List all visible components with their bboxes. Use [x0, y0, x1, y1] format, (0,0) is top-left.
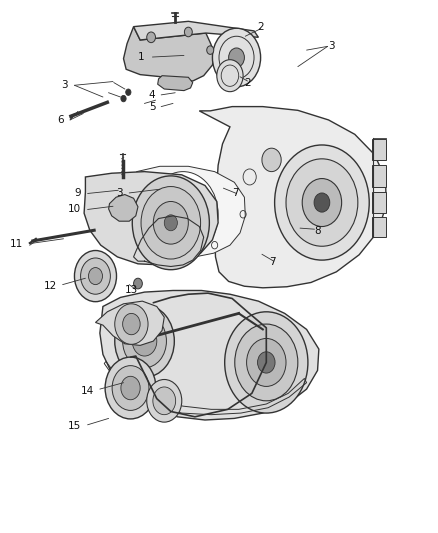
Text: 13: 13: [125, 286, 138, 295]
Circle shape: [123, 314, 166, 368]
Circle shape: [88, 268, 102, 285]
Circle shape: [121, 376, 140, 400]
Circle shape: [286, 159, 358, 246]
Polygon shape: [84, 172, 218, 265]
Circle shape: [141, 187, 201, 259]
Circle shape: [153, 387, 176, 415]
Text: 6: 6: [57, 115, 64, 125]
Circle shape: [217, 60, 243, 92]
Circle shape: [134, 278, 142, 289]
Text: 7: 7: [232, 189, 239, 198]
Circle shape: [314, 193, 330, 212]
Bar: [372, 217, 386, 237]
Text: 8: 8: [314, 226, 321, 236]
Circle shape: [105, 357, 156, 419]
Circle shape: [126, 89, 131, 95]
Circle shape: [153, 201, 188, 244]
Polygon shape: [199, 107, 386, 288]
Polygon shape: [124, 27, 215, 81]
Circle shape: [147, 379, 182, 422]
Polygon shape: [100, 290, 319, 420]
Text: 11: 11: [10, 239, 23, 248]
Circle shape: [247, 338, 286, 386]
Polygon shape: [158, 76, 193, 91]
Bar: [372, 139, 386, 160]
Circle shape: [235, 324, 298, 401]
Text: 12: 12: [44, 281, 57, 290]
Circle shape: [212, 28, 261, 87]
Circle shape: [207, 46, 214, 54]
Circle shape: [121, 95, 126, 102]
Text: 2: 2: [244, 78, 251, 87]
Circle shape: [132, 176, 209, 270]
Text: 10: 10: [68, 205, 81, 214]
Bar: [372, 192, 386, 213]
Text: 15: 15: [68, 422, 81, 431]
Circle shape: [225, 312, 308, 413]
Circle shape: [115, 305, 174, 377]
Bar: [372, 165, 386, 187]
Text: 14: 14: [81, 386, 94, 395]
Text: 2: 2: [257, 22, 264, 31]
Text: 3: 3: [61, 80, 68, 90]
Circle shape: [148, 172, 218, 257]
Circle shape: [229, 48, 244, 67]
Text: 9: 9: [74, 189, 81, 198]
Polygon shape: [109, 195, 138, 221]
Circle shape: [184, 27, 192, 37]
Text: 1: 1: [138, 52, 145, 62]
Circle shape: [262, 148, 281, 172]
Text: 5: 5: [149, 102, 155, 111]
Circle shape: [81, 258, 110, 294]
Polygon shape: [119, 166, 245, 257]
Polygon shape: [134, 21, 258, 40]
Circle shape: [147, 32, 155, 43]
Circle shape: [275, 145, 369, 260]
Circle shape: [112, 366, 149, 410]
Text: 3: 3: [328, 42, 335, 51]
Text: 4: 4: [149, 90, 155, 100]
Circle shape: [258, 352, 275, 373]
Circle shape: [115, 304, 148, 344]
Polygon shape: [95, 301, 164, 345]
Circle shape: [74, 251, 117, 302]
Circle shape: [302, 179, 342, 227]
Text: 7: 7: [269, 257, 276, 267]
Text: 3: 3: [116, 188, 123, 198]
Circle shape: [123, 313, 140, 335]
Circle shape: [164, 215, 177, 231]
Circle shape: [132, 326, 157, 356]
